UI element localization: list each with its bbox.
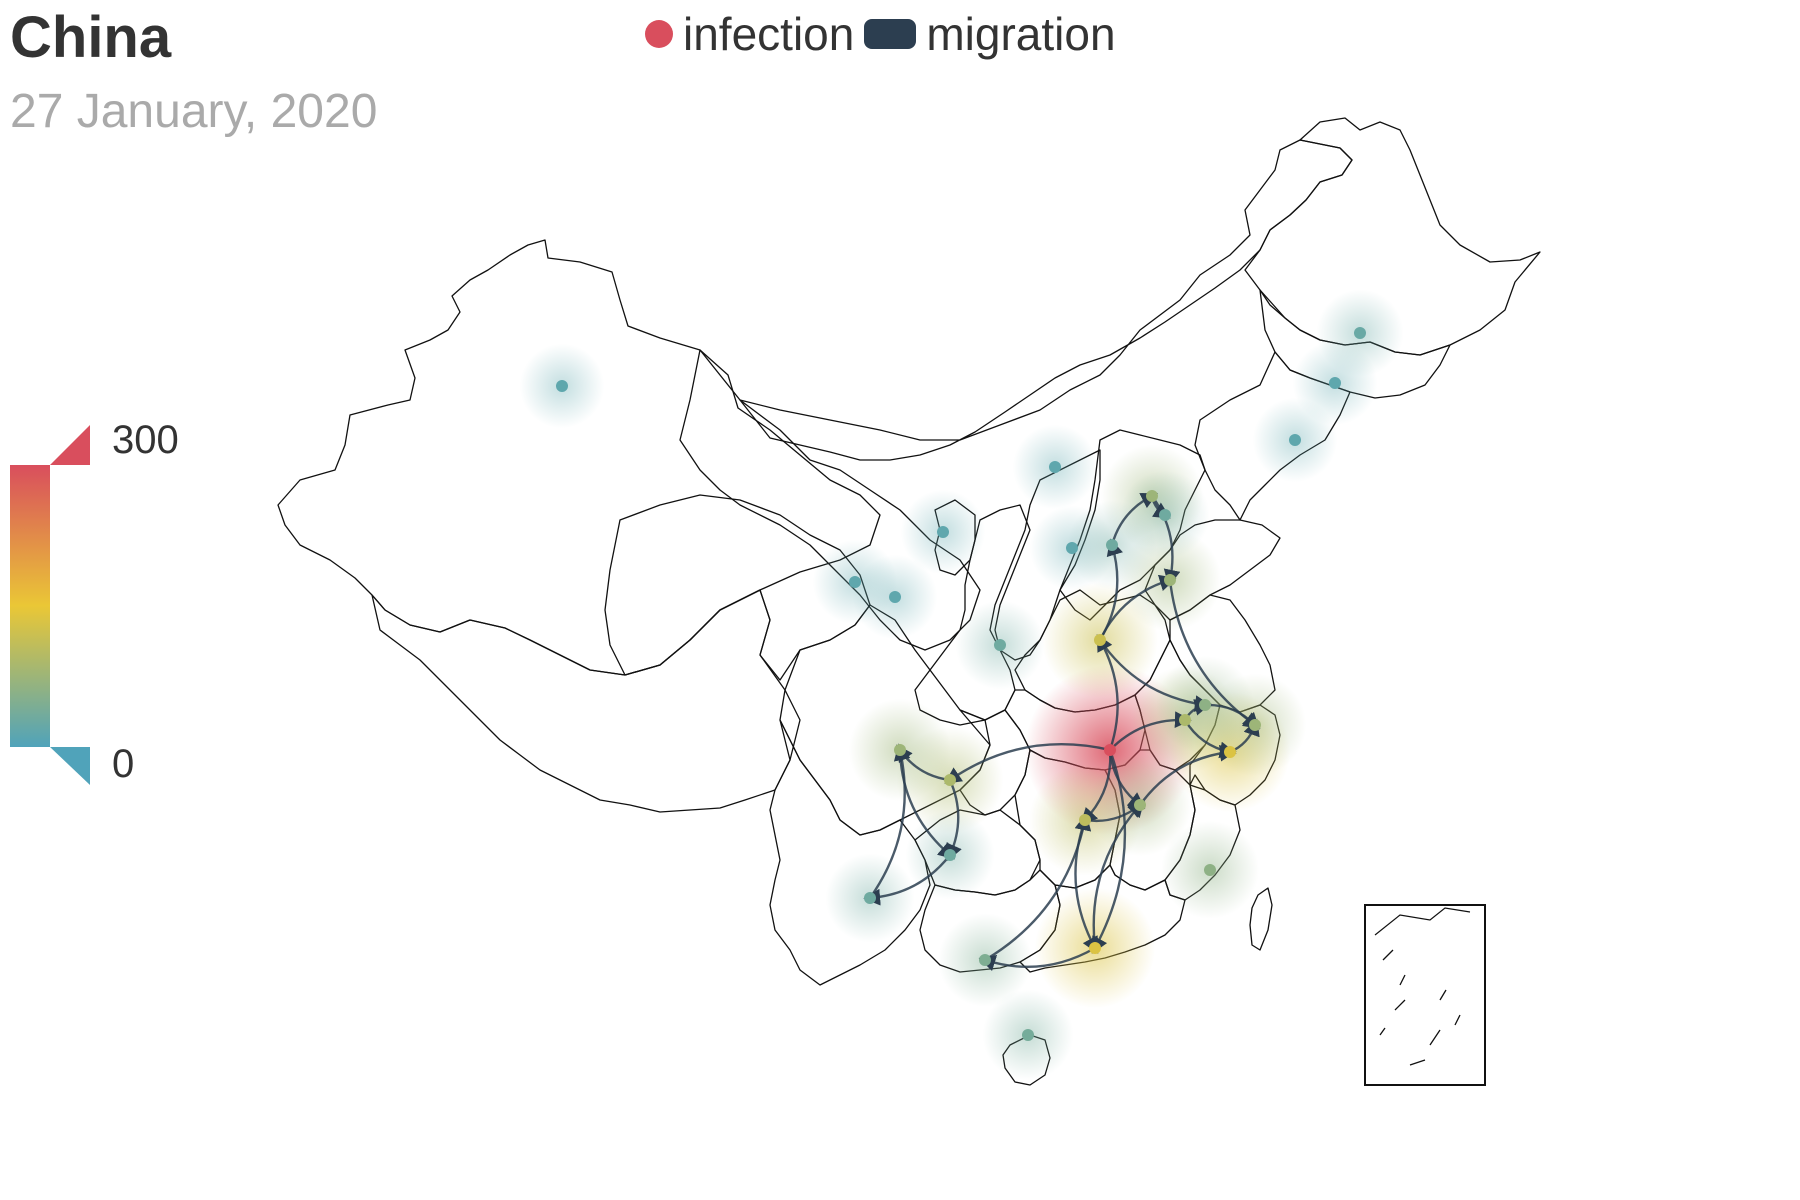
migration-route-guizhou-yunnan[interactable] xyxy=(863,854,951,906)
tibet-outline xyxy=(371,589,801,813)
gansu-outline xyxy=(679,349,981,651)
infection-point-anhui[interactable] xyxy=(1179,714,1191,726)
chart-title: China xyxy=(10,5,172,70)
infection-heat-glows xyxy=(519,289,1404,1081)
infection-point-fujian[interactable] xyxy=(1204,864,1216,876)
migration-route-henan-jiangsu[interactable] xyxy=(1099,639,1212,712)
visual-map-bar xyxy=(10,465,50,747)
visual-map-min-label: 0 xyxy=(112,742,135,786)
infection-point-jiangsu[interactable] xyxy=(1199,699,1211,711)
infection-point-hainan[interactable] xyxy=(1022,1029,1034,1041)
infection-point-shaanxi[interactable] xyxy=(994,639,1006,651)
infection-point-guangdong[interactable] xyxy=(1089,942,1101,954)
migration-route-sichuan-guizhou[interactable] xyxy=(898,749,956,860)
infection-point-hebei[interactable] xyxy=(1106,539,1118,551)
infection-point-liaoning[interactable] xyxy=(1289,434,1301,446)
yunnan-outline xyxy=(769,719,931,986)
visual-map-max-handle[interactable] xyxy=(50,425,90,465)
infection-point-jilin[interactable] xyxy=(1329,377,1341,389)
infection-point-tianjin[interactable] xyxy=(1159,509,1171,521)
migration-route-beijing-shandong[interactable] xyxy=(1151,495,1181,587)
infection-point-yunnan[interactable] xyxy=(864,892,876,904)
taiwan-outline xyxy=(1249,887,1273,951)
infection-point-inner-mongolia[interactable] xyxy=(1049,461,1061,473)
visual-map-max-label: 300 xyxy=(112,418,179,462)
infection-point-jiangxi[interactable] xyxy=(1134,799,1146,811)
infection-point-henan[interactable] xyxy=(1094,634,1106,646)
infection-point-zhejiang[interactable] xyxy=(1224,746,1236,758)
legend-item-infection[interactable]: infection xyxy=(645,7,854,61)
legend-item-migration[interactable]: migration xyxy=(864,7,1116,61)
infection-point-xinjiang[interactable] xyxy=(556,380,568,392)
visual-map-scale xyxy=(10,425,90,785)
migration-route-chongqing-guizhou[interactable] xyxy=(946,779,962,862)
migration-route-hubei-chongqing[interactable] xyxy=(944,743,1111,784)
infection-point-gansu[interactable] xyxy=(849,576,861,588)
infection-point-hunan[interactable] xyxy=(1079,814,1091,826)
migration-route-yunnan-sichuan[interactable] xyxy=(869,743,911,899)
migration-route-guangdong-jiangxi[interactable] xyxy=(1092,799,1145,949)
south-china-sea-inset xyxy=(1364,904,1486,1086)
infection-point-hubei[interactable] xyxy=(1104,744,1116,756)
inner-mongolia-outline xyxy=(739,139,1353,461)
legend-label-migration: migration xyxy=(926,8,1116,60)
migration-route-hubei-henan[interactable] xyxy=(1096,634,1119,751)
migration-route-jiangxi-zhejiang[interactable] xyxy=(1139,744,1237,806)
infection-points xyxy=(556,327,1366,1041)
migration-route-guangdong-guangxi[interactable] xyxy=(978,946,1096,972)
infection-point-guangxi[interactable] xyxy=(979,954,991,966)
infection-point-ningxia[interactable] xyxy=(937,526,949,538)
infection-point-beijing[interactable] xyxy=(1146,490,1158,502)
migration-route-hebei-beijing[interactable] xyxy=(1110,492,1158,546)
infection-point-shanghai[interactable] xyxy=(1249,719,1261,731)
migration-route-henan-shandong[interactable] xyxy=(1098,574,1177,641)
xinjiang-outline xyxy=(277,239,881,676)
legend: infection migration xyxy=(645,4,1116,64)
infection-point-heilongjiang[interactable] xyxy=(1354,327,1366,339)
infection-point-sichuan[interactable] xyxy=(894,744,906,756)
legend-label-infection: infection xyxy=(683,8,855,60)
rounded-rect-icon xyxy=(864,19,917,49)
infection-point-shandong[interactable] xyxy=(1164,574,1176,586)
migration-route-hubei-guangdong[interactable] xyxy=(1091,749,1127,954)
chart-subtitle: 27 January, 2020 xyxy=(10,85,378,138)
visual-map-min-handle[interactable] xyxy=(50,747,90,785)
infection-point-guizhou[interactable] xyxy=(944,849,956,861)
infection-point-chongqing[interactable] xyxy=(944,774,956,786)
infection-point-qinghai[interactable] xyxy=(889,591,901,603)
migration-route-guangxi-hunan[interactable] xyxy=(984,813,1092,962)
qinghai-outline xyxy=(604,494,871,681)
infection-point-shanxi[interactable] xyxy=(1066,542,1078,554)
migration-route-hubei-anhui[interactable] xyxy=(1109,711,1192,751)
circle-icon xyxy=(645,20,673,48)
